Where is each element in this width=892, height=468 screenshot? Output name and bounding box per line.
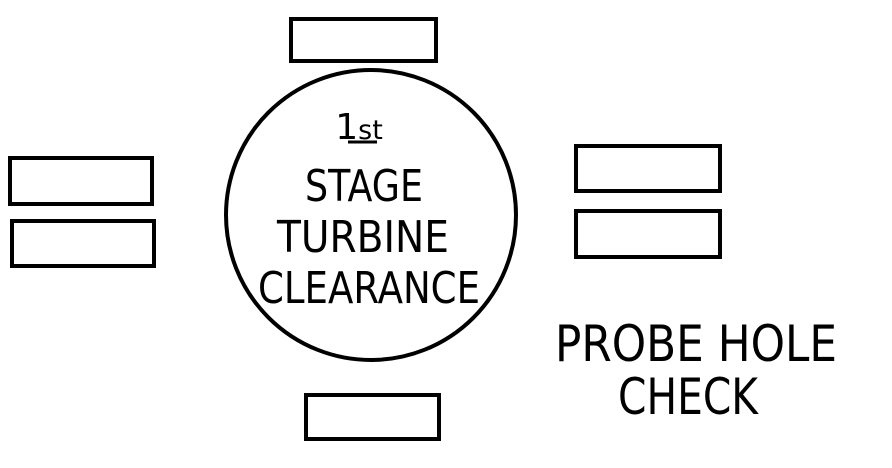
gauge-line-clearance: CLEARANCE xyxy=(258,263,480,314)
gauge-ordinal-number: 1 xyxy=(335,107,358,148)
caption-line-2: CHECK xyxy=(618,368,759,426)
right-probe-box-upper xyxy=(574,144,722,193)
turbine-gauge-circle xyxy=(224,68,518,362)
gauge-line-stage: STAGE xyxy=(305,161,423,212)
left-probe-box-upper xyxy=(8,156,154,206)
left-probe-box-lower xyxy=(10,219,156,268)
bottom-probe-box xyxy=(304,393,441,441)
top-probe-box xyxy=(289,17,438,63)
gauge-line-turbine: TURBINE xyxy=(276,212,449,263)
right-probe-box-lower xyxy=(574,209,722,259)
caption-line-1: PROBE HOLE xyxy=(555,315,837,373)
